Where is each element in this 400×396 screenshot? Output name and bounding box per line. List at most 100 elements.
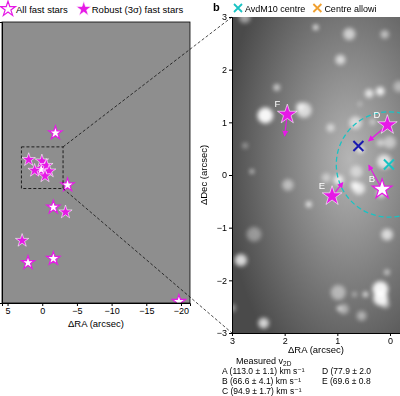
tick: −20 <box>174 303 189 316</box>
star-label: B <box>369 173 375 184</box>
legend-label: All fast stars <box>16 4 68 15</box>
zoom-connector <box>63 17 232 147</box>
fast-star <box>59 205 72 218</box>
image-blob <box>239 17 250 23</box>
tick: 3 <box>230 333 235 346</box>
velocity-entry: D (77.9 ± 2.0 <box>322 366 371 376</box>
tick: −5 <box>72 303 82 316</box>
tick-label: −10 <box>104 306 119 316</box>
panel-label: b <box>213 1 220 13</box>
image-blob <box>363 292 368 297</box>
star-label: F <box>274 98 280 109</box>
fast-star <box>277 104 297 123</box>
image-blob <box>258 318 269 329</box>
image-blob <box>257 108 273 124</box>
image-blob <box>306 202 312 208</box>
image-blob <box>273 84 280 91</box>
image-blob <box>377 154 391 168</box>
fast-star <box>15 234 28 247</box>
tick-label: 0 <box>222 170 227 180</box>
image-blob <box>335 55 345 65</box>
tick: −1 <box>217 223 232 233</box>
tick: 2 <box>222 65 232 75</box>
tick: 0 <box>388 333 393 346</box>
fast-star <box>47 200 60 213</box>
image-blob <box>337 306 341 310</box>
tick-mark <box>229 280 232 281</box>
image-blob <box>352 292 357 297</box>
tick-mark <box>229 70 232 71</box>
velocity-entry: C (94.9 ± 1.7) km s⁻¹ <box>222 386 302 396</box>
image-blob <box>282 179 293 190</box>
legend: AvdM10 centre Centre allowi <box>234 4 376 14</box>
tick: 3 <box>222 12 232 22</box>
tick-mark <box>229 122 232 123</box>
image-blob <box>235 254 247 266</box>
axis-title: ΔDec (arcsec) <box>198 145 209 205</box>
fast-star <box>378 115 398 134</box>
axis <box>0 23 3 304</box>
tick: 0 <box>222 170 232 180</box>
fast-star <box>22 153 35 166</box>
image-blob <box>365 89 373 97</box>
tick-label: −5 <box>72 306 82 316</box>
velocity-entry: A (113.0 ± 1.1) km s⁻¹ <box>222 366 305 376</box>
image-blob <box>353 182 365 194</box>
image-blob <box>247 227 262 242</box>
image-blob <box>331 285 346 300</box>
velocity-entry: B (66.6 ± 4.1) km s⁻¹ <box>222 376 301 386</box>
fast-star <box>172 295 185 303</box>
image-texture <box>232 17 400 329</box>
legend-item: All fast stars <box>0 1 67 15</box>
fast-star <box>38 169 51 182</box>
axis-title: ΔRA (arcsec) <box>288 344 344 355</box>
image-blob <box>296 102 304 110</box>
image-blob <box>349 117 362 130</box>
image-blob <box>242 143 248 149</box>
tick-label: 0 <box>40 306 45 316</box>
axis-line <box>3 304 191 307</box>
image-blob <box>381 30 389 38</box>
image-blob <box>343 28 355 40</box>
legend-marker <box>313 4 321 12</box>
tick-mark <box>229 228 232 229</box>
image-blob <box>357 311 367 321</box>
legend-item: Centre allowi <box>313 4 376 14</box>
image-blob <box>376 87 384 95</box>
plot-frame <box>2 22 190 303</box>
centre-marker <box>384 159 394 169</box>
tick-label: 5 <box>6 306 11 316</box>
tick-label: −2 <box>217 276 227 286</box>
figure: 50−5−10−15−20ΔRA (arcsec)All fast starsR… <box>0 0 400 396</box>
image-blob <box>327 124 335 132</box>
zoom-box <box>21 147 63 189</box>
legend-marker <box>234 4 242 12</box>
zoom-connector <box>63 189 232 333</box>
image-blob <box>350 166 362 178</box>
legend-marker <box>76 1 91 15</box>
tick: −15 <box>139 303 154 316</box>
tick: −2 <box>217 276 232 286</box>
star-field <box>2 22 190 303</box>
axis: 5 0 −5 −10 −15 −20 <box>3 303 191 316</box>
velocity-entry: E (69.6 ± 0.8 <box>322 376 371 386</box>
legend-label: Centre allowi <box>324 4 376 14</box>
legend-item: AvdM10 centre <box>234 4 305 14</box>
tick: 5 <box>6 303 11 316</box>
image-blob <box>372 281 388 297</box>
fast-star <box>49 126 62 139</box>
image-blob <box>384 136 396 148</box>
image-blob <box>296 103 311 118</box>
image-blob <box>394 81 400 93</box>
tick-label: −20 <box>174 306 189 316</box>
image-blob <box>381 229 393 241</box>
axis-line <box>233 334 400 337</box>
axis: 3210−1−2−3 <box>217 12 233 338</box>
plot-area <box>277 104 400 217</box>
fast-star <box>21 256 34 269</box>
legend-item: Robust (3σ) fast stars <box>76 1 183 15</box>
legend-marker <box>0 1 15 15</box>
tick-label: 3 <box>230 336 235 346</box>
centre-marker <box>353 141 363 151</box>
tick-mark <box>229 175 232 176</box>
